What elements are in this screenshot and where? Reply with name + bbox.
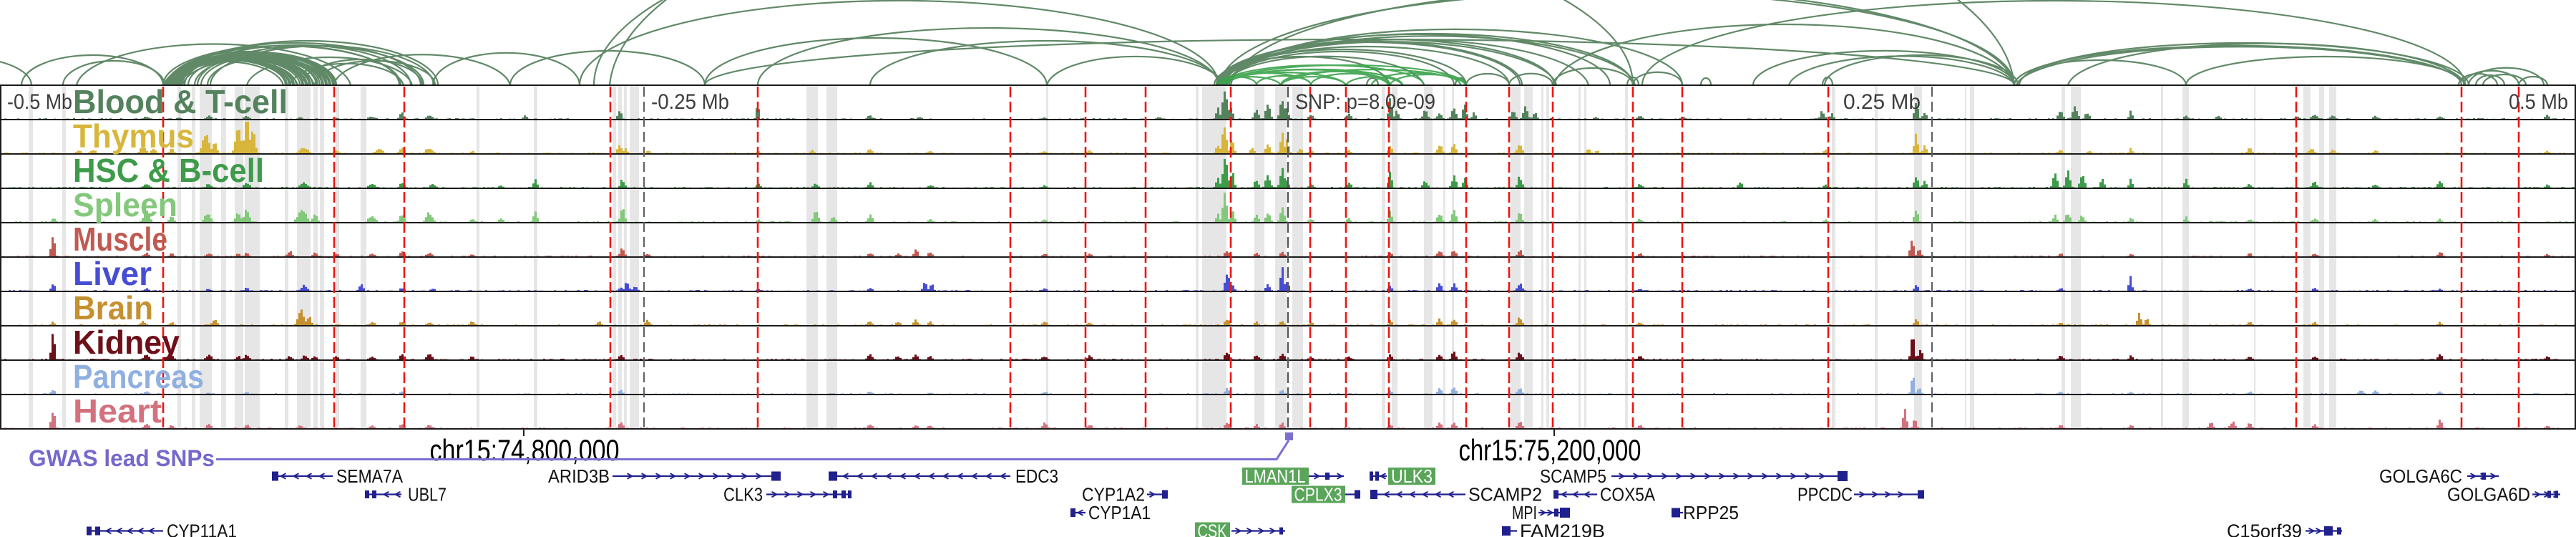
svg-text:HSC & B-cell: HSC & B-cell (73, 152, 264, 189)
svg-text:CYP11A1: CYP11A1 (167, 521, 237, 537)
svg-text:COX5A: COX5A (1600, 484, 1656, 505)
svg-text:Liver: Liver (73, 255, 152, 292)
svg-text:RPP25: RPP25 (1683, 502, 1739, 523)
svg-text:CPLX3: CPLX3 (1294, 484, 1342, 505)
svg-text:Pancreas: Pancreas (73, 358, 204, 395)
svg-text:CYP1A1: CYP1A1 (1088, 502, 1151, 523)
svg-text:CLK3: CLK3 (723, 484, 763, 505)
svg-text:Spleen: Spleen (73, 186, 177, 223)
svg-text:GOLGA6C: GOLGA6C (2379, 465, 2462, 487)
svg-text:Muscle: Muscle (73, 221, 167, 258)
svg-text:GWAS lead SNPs: GWAS lead SNPs (29, 445, 215, 471)
svg-text:SEMA7A: SEMA7A (336, 465, 404, 487)
svg-text:FAM219B: FAM219B (1520, 521, 1605, 537)
svg-text:-0.25 Mb: -0.25 Mb (651, 90, 729, 114)
svg-text:SCAMP2: SCAMP2 (1468, 484, 1542, 505)
svg-text:GOLGA6D: GOLGA6D (2447, 484, 2530, 505)
svg-text:ARID3B: ARID3B (548, 465, 610, 487)
svg-text:CYP1A2: CYP1A2 (1082, 484, 1145, 505)
svg-text:SCAMP5: SCAMP5 (1540, 465, 1606, 487)
svg-text:MPI: MPI (1512, 502, 1537, 523)
svg-text:0.5 Mb: 0.5 Mb (2509, 90, 2568, 114)
svg-text:CSK: CSK (1198, 521, 1227, 537)
svg-text:Thymus: Thymus (73, 117, 194, 155)
svg-text:Blood & T-cell: Blood & T-cell (73, 83, 288, 120)
svg-text:LMAN1L: LMAN1L (1245, 465, 1306, 487)
svg-text:PPCDC: PPCDC (1797, 484, 1853, 505)
svg-text:UBL7: UBL7 (408, 484, 447, 505)
svg-text:chr15:74,800,000: chr15:74,800,000 (430, 433, 620, 467)
svg-text:Heart: Heart (73, 392, 162, 430)
svg-text:EDC3: EDC3 (1015, 465, 1058, 487)
svg-text:Kidney: Kidney (73, 324, 180, 361)
svg-text:Brain: Brain (73, 289, 153, 326)
svg-text:SNP: p=8.0e-09: SNP: p=8.0e-09 (1295, 90, 1435, 114)
svg-text:C15orf39: C15orf39 (2227, 521, 2302, 537)
svg-text:-0.5 Mb: -0.5 Mb (7, 90, 72, 114)
svg-text:chr15:75,200,000: chr15:75,200,000 (1459, 433, 1641, 467)
svg-text:0.25 Mb: 0.25 Mb (1843, 90, 1921, 114)
svg-text:ULK3: ULK3 (1391, 465, 1433, 487)
